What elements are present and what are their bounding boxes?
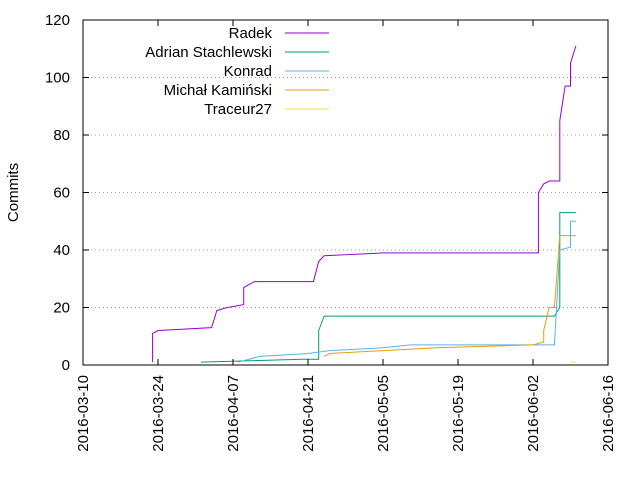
series-line bbox=[200, 212, 576, 363]
x-tick-label: 2016-04-21 bbox=[300, 375, 317, 452]
grid bbox=[83, 77, 608, 308]
series-line bbox=[152, 45, 577, 363]
legend-label: Radek bbox=[229, 25, 273, 42]
y-tick-label: 80 bbox=[53, 127, 70, 144]
x-tick-label: 2016-03-24 bbox=[150, 375, 167, 452]
y-tick-label: 100 bbox=[45, 70, 70, 87]
legend-label: Konrad bbox=[224, 63, 272, 80]
y-axis-label: Commits bbox=[5, 163, 22, 222]
y-tick-label: 40 bbox=[53, 242, 70, 259]
x-tick-label: 2016-04-07 bbox=[225, 375, 242, 452]
y-tick-label: 60 bbox=[53, 185, 70, 202]
x-tick-label: 2016-06-16 bbox=[600, 375, 617, 452]
series-line bbox=[323, 235, 576, 357]
x-tick-label: 2016-06-02 bbox=[525, 375, 542, 452]
y-tick-label: 0 bbox=[62, 357, 70, 374]
legend: Radek Adrian Stachlewski Konrad Michał Kami… bbox=[145, 25, 329, 118]
x-tick-label: 2016-05-05 bbox=[375, 375, 392, 452]
axes: 0 20 40 60 80 100 120 2016-03-10 2016-03-24 2016-… bbox=[45, 12, 617, 452]
y-tick-label: 120 bbox=[45, 12, 70, 29]
x-tick-label: 2016-03-10 bbox=[75, 375, 92, 452]
series-line bbox=[238, 220, 576, 363]
y-tick-label: 20 bbox=[53, 300, 70, 317]
plot-frame bbox=[82, 19, 609, 366]
x-tick-label: 2016-05-19 bbox=[450, 375, 467, 452]
legend-label: Traceur27 bbox=[204, 101, 272, 118]
legend-label: Adrian Stachlewski bbox=[145, 44, 272, 61]
legend-label: Michał Kamiński bbox=[164, 82, 272, 99]
